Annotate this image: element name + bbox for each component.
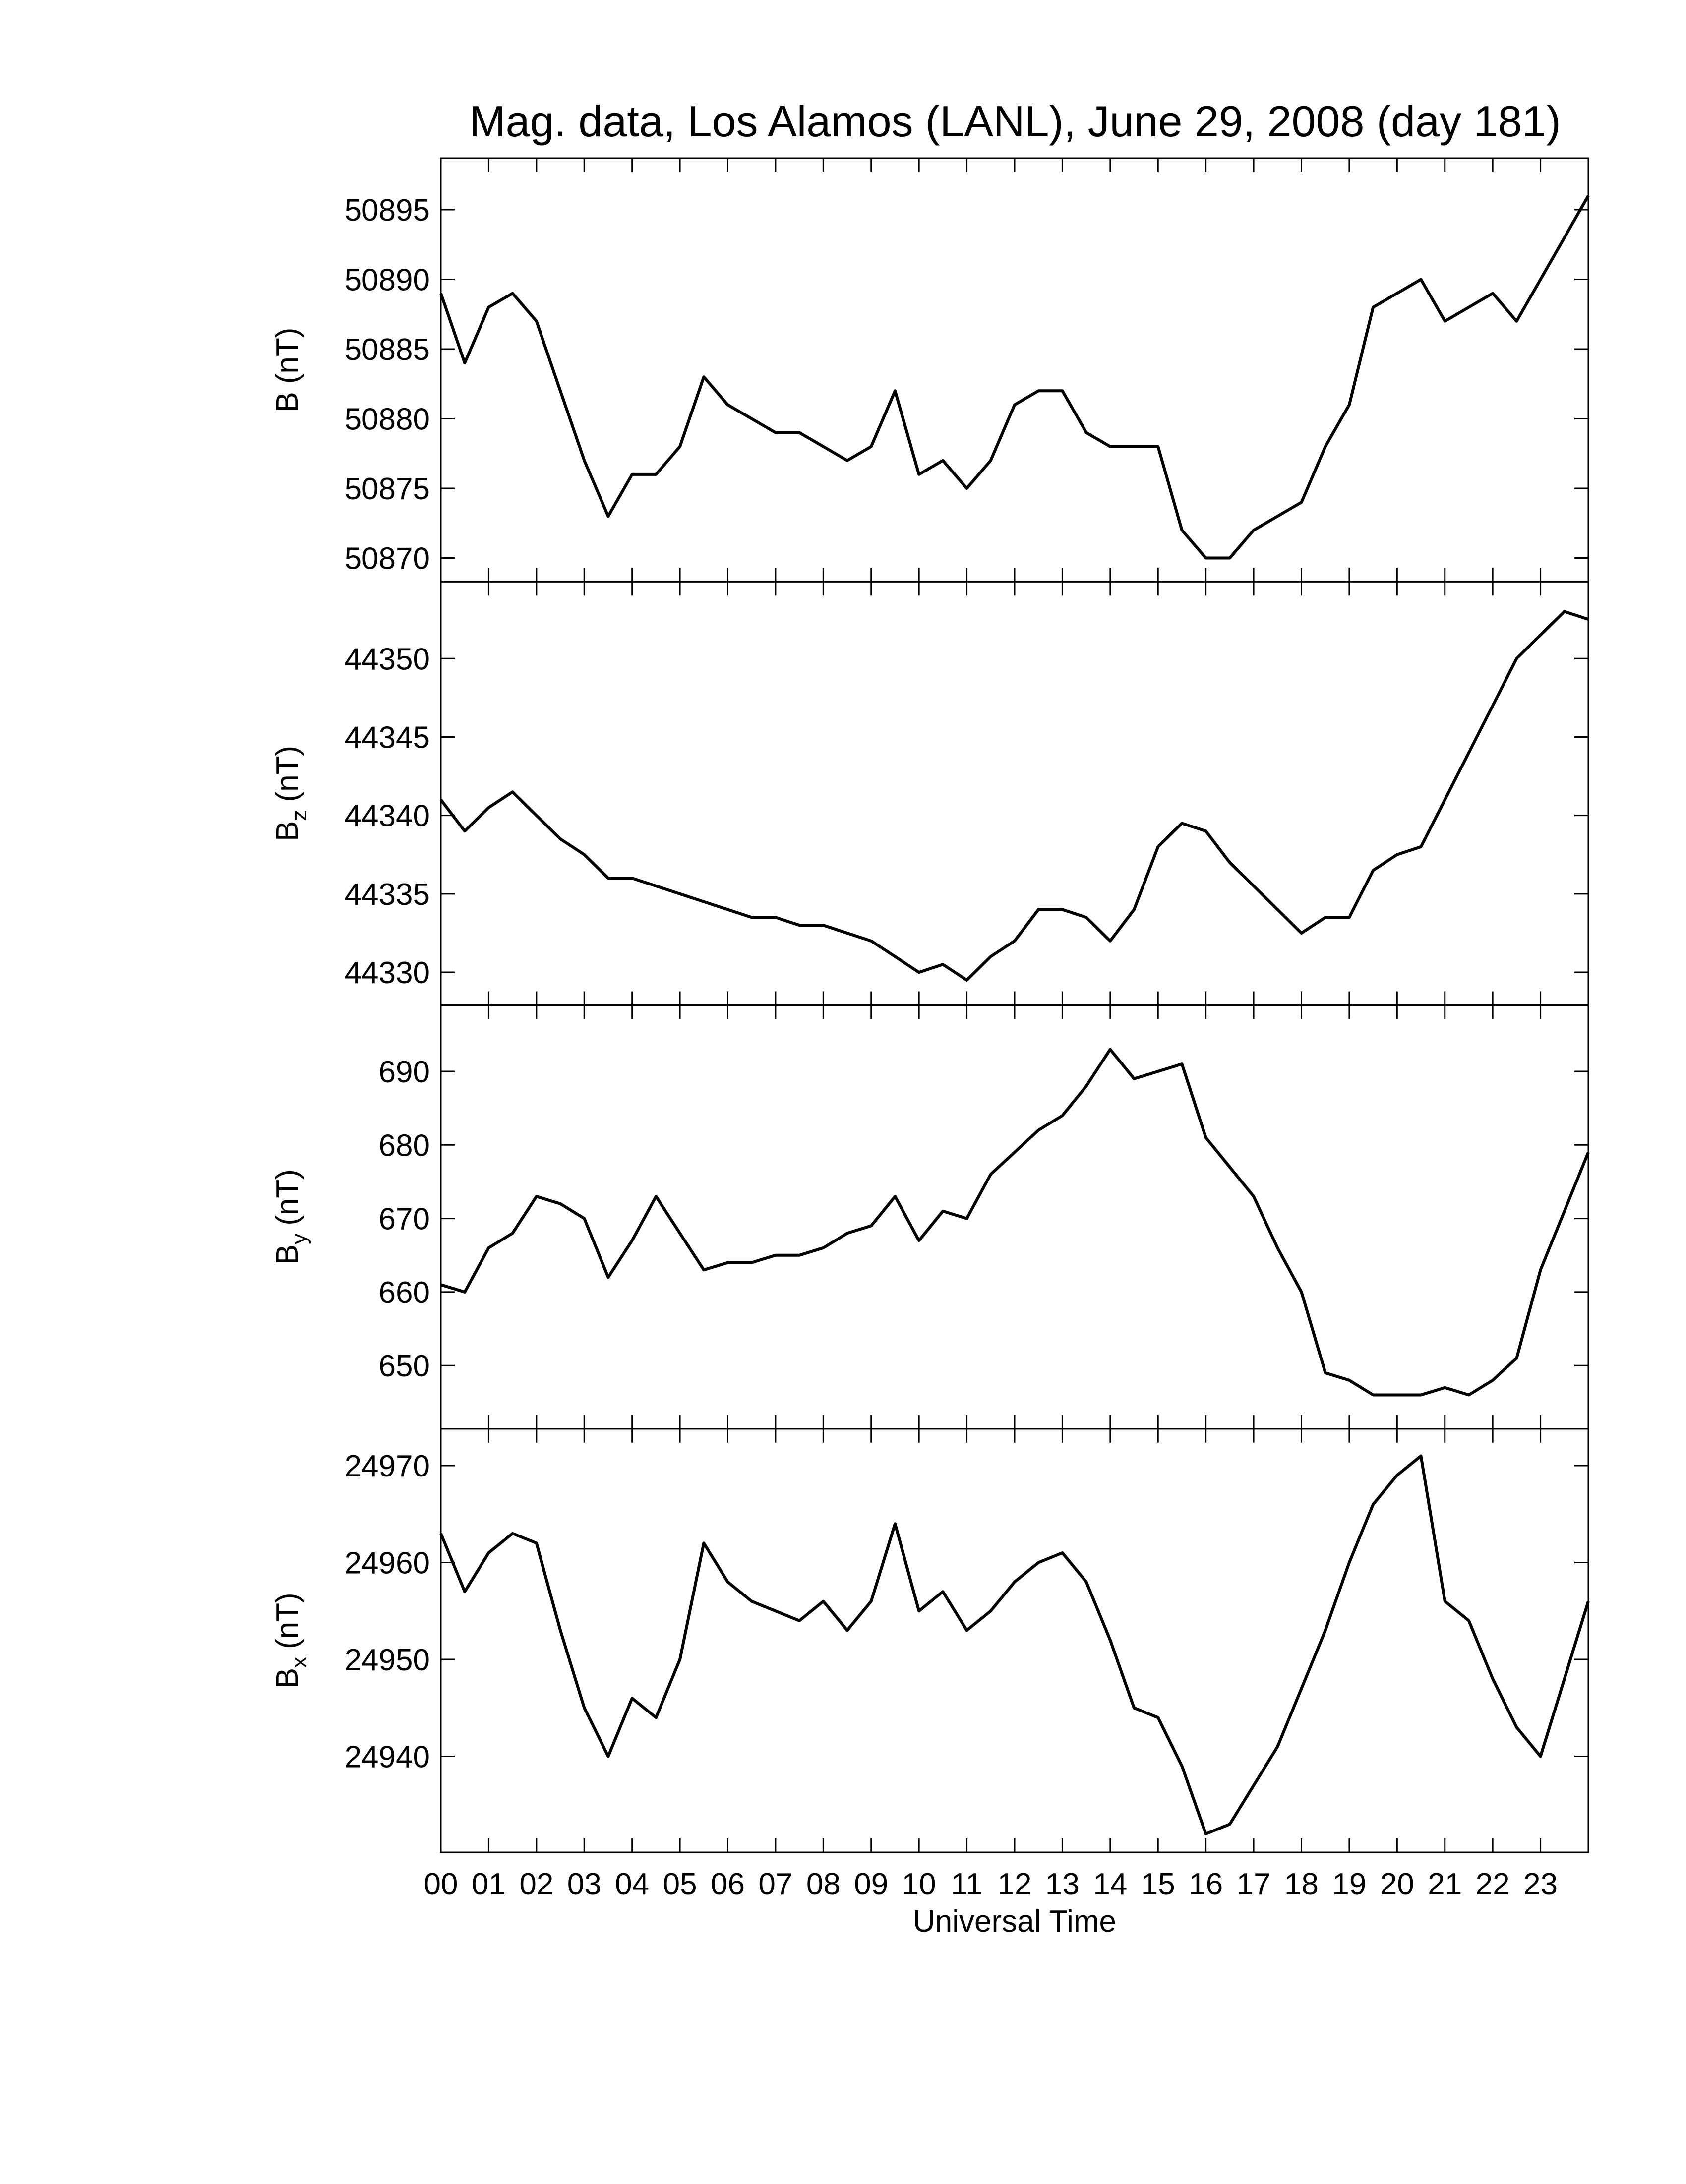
y-label-sub: y — [287, 1234, 311, 1244]
y-tick-label: 24960 — [345, 1546, 430, 1581]
data-line — [439, 195, 1590, 560]
chart-title: Mag. data, Los Alamos (LANL), June 29, 2… — [469, 97, 1561, 146]
x-tick-label: 01 — [472, 1867, 506, 1901]
x-tick-label: 03 — [567, 1867, 602, 1901]
y-tick-label: 670 — [379, 1202, 430, 1237]
y-tick-label: 50870 — [345, 541, 430, 576]
x-tick-label: 20 — [1380, 1867, 1414, 1901]
x-tick-label: 02 — [519, 1867, 553, 1901]
y-tick-label: 50895 — [345, 193, 430, 228]
x-tick-label: 19 — [1332, 1867, 1366, 1901]
x-tick-label: 04 — [615, 1867, 649, 1901]
x-tick-label: 21 — [1428, 1867, 1462, 1901]
y-axis-label: B (nT) — [270, 328, 304, 413]
x-tick-label: 14 — [1093, 1867, 1127, 1901]
y-tick-label: 44330 — [345, 956, 430, 990]
data-line — [439, 1454, 1590, 1835]
y-label-base: B — [270, 1244, 304, 1265]
y-tick-label: 24970 — [345, 1449, 430, 1483]
x-tick-label: 10 — [902, 1867, 936, 1901]
y-tick-label: 660 — [379, 1276, 430, 1310]
x-tick-label: 18 — [1284, 1867, 1319, 1901]
y-label-base: B — [270, 821, 304, 841]
data-line — [440, 1048, 1590, 1397]
y-tick-label: 24940 — [345, 1740, 430, 1774]
y-label-unit: (nT) — [270, 1169, 304, 1226]
y-tick-label: 50890 — [345, 263, 430, 297]
x-tick-label: 05 — [663, 1867, 697, 1901]
plot-frame — [440, 1004, 1589, 1430]
y-label-sub: z — [287, 810, 311, 821]
x-tick-label: 06 — [711, 1867, 745, 1901]
y-label-unit: (nT) — [270, 746, 304, 802]
x-tick-label: 07 — [758, 1867, 792, 1901]
x-tick-label: 23 — [1523, 1867, 1558, 1901]
y-tick-label: 680 — [379, 1128, 430, 1163]
x-tick-label: 12 — [998, 1867, 1032, 1901]
y-tick-label: 44340 — [345, 799, 430, 833]
y-tick-label: 50880 — [345, 402, 430, 436]
y-tick-label: 44350 — [345, 642, 430, 676]
y-axis-label: Bz (nT) — [270, 746, 311, 841]
y-axis-label: By (nT) — [270, 1169, 311, 1265]
y-tick-label: 690 — [379, 1055, 430, 1089]
y-tick-label: 50875 — [345, 472, 430, 506]
x-tick-label: 11 — [951, 1867, 982, 1901]
x-tick-label: 00 — [424, 1867, 458, 1901]
x-tick-label: 15 — [1141, 1867, 1175, 1901]
x-tick-label: 22 — [1476, 1867, 1510, 1901]
y-tick-label: 44335 — [345, 878, 430, 912]
x-axis-label: Universal Time — [913, 1904, 1116, 1939]
x-tick-label: 09 — [854, 1867, 888, 1901]
y-axis-label: Bx (nT) — [270, 1593, 311, 1688]
y-tick-label: 50885 — [345, 333, 430, 367]
y-label-unit: (nT) — [270, 1593, 304, 1649]
y-label-sub: x — [287, 1657, 311, 1668]
y-tick-label: 650 — [379, 1349, 430, 1383]
x-tick-label: 13 — [1045, 1867, 1080, 1901]
x-tick-label: 17 — [1237, 1867, 1271, 1901]
x-tick-label: 16 — [1189, 1867, 1223, 1901]
y-tick-label: 24950 — [345, 1643, 430, 1677]
y-label-base: B — [270, 1668, 304, 1688]
y-label-unit: (nT) — [270, 328, 304, 384]
x-tick-label: 08 — [806, 1867, 841, 1901]
y-tick-label: 44345 — [345, 720, 430, 755]
plot-frame — [440, 157, 1589, 583]
plot-frame — [440, 1428, 1589, 1853]
data-line — [439, 610, 1589, 982]
y-label-base: B — [270, 392, 304, 412]
